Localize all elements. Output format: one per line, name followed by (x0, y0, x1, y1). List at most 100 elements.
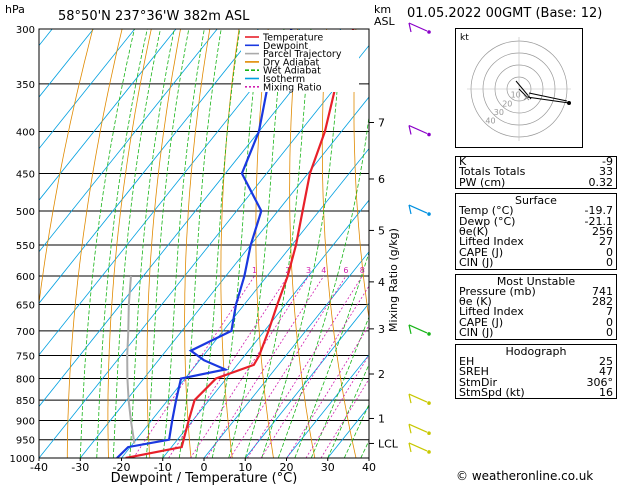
mixing-ratio-label: 6 (343, 266, 348, 275)
surface-row: Dewp (°C) -21.1 (459, 214, 613, 228)
mixing-ratio-label: 25 (426, 266, 436, 275)
isotherm-line (39, 29, 177, 201)
most-unstable-row: Lifted Index 7 (459, 305, 613, 319)
pressure-tick-label: 700 (16, 327, 35, 338)
hodograph-unit-label: kt (460, 33, 469, 43)
wind-barb (408, 423, 428, 433)
hodograph-ring-label: 30 (494, 108, 504, 117)
mixing-ratio-line (247, 275, 363, 458)
series-temperature (125, 29, 355, 458)
isotherm-line (39, 29, 136, 150)
hodograph-panel: kt 10 20 30 40 (455, 28, 583, 148)
most-unstable-row: Pressure (mb) 741 (459, 284, 613, 298)
pressure-tick-label: 550 (16, 241, 35, 252)
pressure-tick-label: 650 (16, 301, 35, 312)
pressure-tick-label: 850 (16, 396, 35, 407)
legend-entry: Parcel Trajectory (263, 49, 342, 60)
storm-motion-marker (523, 94, 530, 101)
surface-row: CIN (J) 0 (459, 256, 613, 270)
km-tick-label: 4 (378, 276, 385, 289)
location-title: 58°50'N 237°36'W 382m ASL (58, 9, 250, 24)
mixing-ratio-label: 20 (412, 266, 422, 275)
dry-adiabat-line (321, 29, 357, 458)
asl-label: ASL (374, 15, 396, 28)
dry-adiabat-line (66, 29, 123, 458)
dry-adiabat-line (184, 29, 211, 458)
legend-entry: Wet Adiabat (263, 66, 321, 77)
x-tick-label: 40 (362, 461, 376, 474)
x-tick-label: -10 (154, 461, 172, 474)
mixing-ratio-line (206, 275, 325, 458)
legend-entry: Dewpoint (263, 41, 308, 52)
legend-box (241, 30, 359, 92)
wind-barb-flag (408, 324, 412, 335)
km-tick-label: 7 (378, 116, 385, 129)
pressure-tick-label: 450 (16, 169, 35, 180)
wind-barb-dot (427, 212, 431, 216)
pressure-tick-label: 600 (16, 272, 35, 283)
mixing-ratio-line (168, 275, 289, 458)
x-axis-label: Dewpoint / Temperature (°C) (111, 471, 298, 486)
dry-adiabat-line (353, 29, 369, 322)
mixing-ratio-label: 1 (252, 266, 257, 275)
mixing-ratio-label: 4 (321, 266, 326, 275)
isotherm-line (203, 251, 369, 458)
pressure-tick-label: 300 (16, 25, 35, 36)
wet-adiabat-line (79, 29, 135, 458)
x-tick-label: -30 (71, 461, 89, 474)
x-tick-label: 30 (321, 461, 335, 474)
wet-adiabat-line (112, 29, 161, 458)
wind-barb (408, 324, 428, 334)
index-row: Totals Totals 33 (459, 165, 613, 179)
surface-row: CAPE (J) 0 (459, 245, 613, 259)
pressure-tick-label: 900 (16, 416, 35, 427)
hodograph-row: EH 25 (459, 354, 613, 368)
surface-box: Surface Temp (°C) -19.7 Dewp (°C) -21.1 θe… (455, 193, 617, 270)
isotherm-line (286, 354, 369, 458)
wet-adiabat-line (178, 29, 222, 458)
pressure-tick-label: 1000 (10, 454, 35, 465)
isotherm-line (244, 302, 369, 458)
km-tick-label: LCL (378, 437, 399, 450)
isotherm-line (39, 29, 342, 408)
isotherm-line (39, 44, 369, 458)
pressure-tick-label: 350 (16, 80, 35, 91)
dry-adiabat-line (146, 29, 181, 458)
wind-barb-flag (408, 424, 412, 434)
wind-barb-flag (408, 442, 412, 453)
dry-adiabat-line (39, 29, 94, 307)
hpa-label: hPa (5, 3, 25, 16)
mixing-ratio-label: 10 (370, 266, 380, 275)
wind-barb-dot (427, 450, 431, 454)
x-tick-label: 20 (280, 461, 294, 474)
surface-row: θe(K) 256 (459, 225, 613, 239)
isotherm-line (121, 147, 369, 458)
dry-adiabat-line (619, 29, 629, 458)
x-tick-label: 0 (201, 461, 208, 474)
km-tick-label: 2 (378, 368, 385, 381)
wet-adiabat-line (277, 113, 369, 458)
legend-entry: Dry Adiabat (263, 57, 320, 68)
wet-adiabat-line (96, 29, 148, 458)
mixing-ratio-line (286, 324, 369, 458)
isotherm-line (39, 29, 259, 304)
series-parcel-trajectory (126, 275, 136, 444)
wet-adiabat-line (129, 29, 175, 458)
legend-entry: Mixing Ratio (263, 82, 322, 93)
dry-adiabat-line (107, 29, 152, 458)
hodograph-endpoint (567, 101, 571, 105)
pressure-tick-label: 950 (16, 436, 35, 447)
hodograph-ring-label: 10 (511, 91, 521, 100)
pressure-tick-label: 500 (16, 207, 35, 218)
wind-barb-flag (408, 125, 412, 135)
km-tick-label: 5 (378, 224, 385, 237)
dry-adiabat-line (220, 29, 240, 458)
mixing-ratio-label: 3 (306, 266, 311, 275)
hodograph-ring-label: 40 (485, 117, 495, 126)
km-tick-label: 1 (378, 412, 385, 425)
km-tick-label: 3 (378, 323, 385, 336)
hodograph-table-title: Hodograph (505, 344, 567, 358)
wet-adiabat-line (211, 29, 261, 458)
most-unstable-row: CIN (J) 0 (459, 326, 613, 340)
surface-row: Lifted Index 27 (459, 235, 613, 249)
